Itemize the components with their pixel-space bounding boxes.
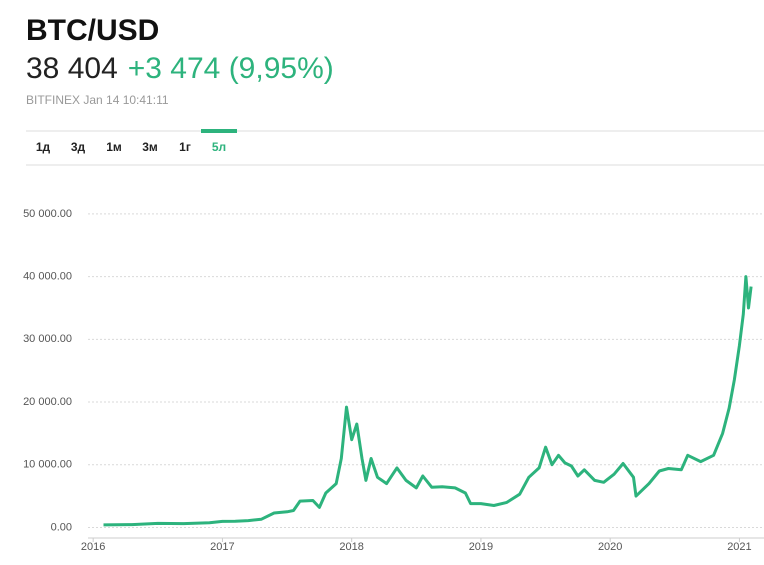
ticker-title: BTC/USD xyxy=(26,14,159,47)
x-tick-label: 2018 xyxy=(339,541,363,553)
price-change: +3 474 (9,95%) xyxy=(128,52,334,85)
active-tab-indicator xyxy=(201,129,237,133)
y-tick-label: 30 000.00 xyxy=(23,333,72,345)
price-line: 38 404 +3 474 (9,95%) xyxy=(26,52,334,85)
tab[interactable]: 3д xyxy=(71,140,86,154)
x-tick-label: 2021 xyxy=(727,541,751,553)
x-tick-label: 2019 xyxy=(469,541,493,553)
tab[interactable]: 3м xyxy=(142,140,158,154)
tab[interactable]: 1д xyxy=(36,140,51,154)
price-line xyxy=(103,275,753,527)
tab[interactable]: 1г xyxy=(179,140,191,154)
y-tick-label: 40 000.00 xyxy=(23,271,72,283)
y-tick-label: 50 000.00 xyxy=(23,208,72,220)
x-tick-label: 2016 xyxy=(81,541,105,553)
x-tick-label: 2017 xyxy=(210,541,234,553)
y-tick-label: 0.00 xyxy=(51,521,72,533)
price: 38 404 xyxy=(26,52,118,85)
chart: 0.00 10 000.00 20 000.00 30 000.00 40 000.00… xyxy=(23,208,764,553)
y-tick-label: 20 000.00 xyxy=(23,396,72,408)
x-tick-label: 2020 xyxy=(598,541,622,553)
tab[interactable]: 5л xyxy=(212,140,226,154)
source: BITFINEX Jan 14 10:41:11 xyxy=(26,93,169,107)
y-tick-label: 10 000.00 xyxy=(23,459,72,471)
tab[interactable]: 1м xyxy=(106,140,122,154)
tabs: 1д 3д 1м 3м 1г 5л xyxy=(36,129,237,154)
